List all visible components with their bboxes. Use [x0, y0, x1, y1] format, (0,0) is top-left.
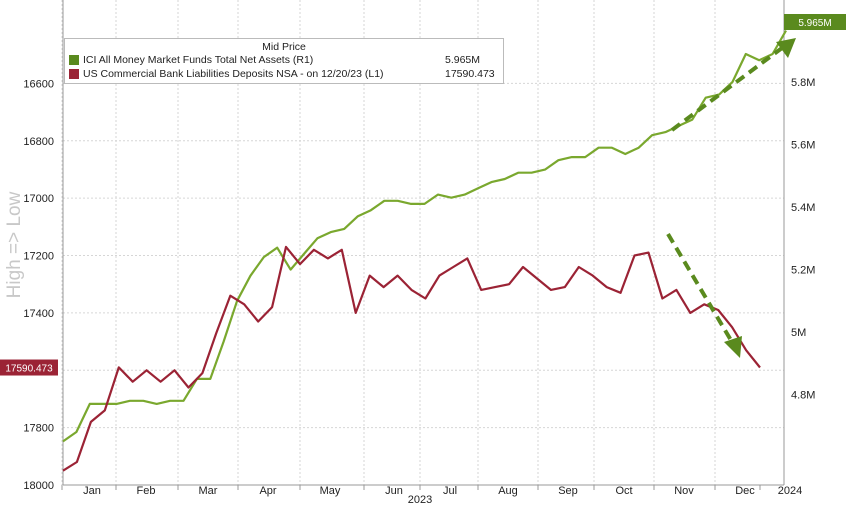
legend-label-money-market: ICI All Money Market Funds Total Net Ass… [83, 54, 314, 66]
x-tick-label: Apr [259, 485, 276, 497]
year-label: 2023 [408, 494, 432, 506]
legend-title: Mid Price [262, 41, 306, 53]
right-value-tag: 5.965M [798, 18, 831, 29]
arrow-down-right [666, 232, 734, 344]
x-axis: Jan Feb Mar Apr May Jun Jul Aug Sep Oct Nov Dec 2024 [61, 485, 802, 497]
x-tick-label: May [320, 485, 341, 497]
legend-item-money-market: ICI All Money Market Funds Total Net Ass… [65, 53, 503, 67]
left-axis: 1660016800170001720017400176001780018000 [23, 78, 54, 492]
left-tick-label: 17400 [23, 308, 54, 320]
right-value-tag-bg [784, 14, 846, 30]
legend-value-money-market: 5.965M [445, 54, 481, 66]
left-tick-label: 18000 [23, 480, 54, 492]
legend-swatch-deposits [69, 69, 79, 79]
x-tick-label: Jul [443, 485, 457, 497]
x-tick-label: Oct [615, 485, 632, 497]
right-tick-label: 5M [791, 327, 806, 339]
side-label: High => Low [4, 191, 25, 298]
series-line-deposits [62, 245, 761, 472]
x-tick-label: Jan [83, 485, 101, 497]
right-tick-label: 5.4M [791, 202, 815, 214]
series-layer [62, 30, 787, 472]
left-tick-label: 17000 [23, 193, 54, 205]
x-tick-label: Aug [498, 485, 518, 497]
x-tick-label: Mar [199, 485, 218, 497]
legend-item-deposits: US Commercial Bank Liabilities Deposits … [65, 67, 503, 81]
annotation-layer [666, 38, 796, 358]
x-tick-label: Nov [674, 485, 694, 497]
x-tick-label: Feb [137, 485, 156, 497]
left-tick-label: 17200 [23, 251, 54, 263]
legend-swatch-money-market [69, 55, 79, 65]
right-tick-label: 5.2M [791, 265, 815, 277]
arrow-up-right-head [776, 38, 796, 58]
x-tick-label: Jun [385, 485, 403, 497]
legend-value-deposits: 17590.473 [445, 68, 495, 80]
value-tags: 17590.473 5.965M [0, 14, 846, 376]
right-tick-label: 4.8M [791, 390, 815, 402]
right-tick-label: 5.8M [791, 77, 815, 89]
left-tick-label: 17800 [23, 423, 54, 435]
right-tick-label: 5.6M [791, 140, 815, 152]
left-value-tag-bg [0, 359, 58, 376]
series-line-money-market [62, 30, 787, 443]
left-value-tag: 17590.473 [5, 364, 53, 375]
arrow-down-right-head [724, 336, 742, 358]
legend: Mid Price ICI All Money Market Funds Tot… [64, 38, 504, 84]
left-tick-label: 16800 [23, 136, 54, 148]
left-tick-label: 16600 [23, 78, 54, 90]
x-tick-label: Dec [735, 485, 755, 497]
x-tick-label: 2024 [778, 485, 802, 497]
arrow-up-right [670, 46, 784, 132]
legend-label-deposits: US Commercial Bank Liabilities Deposits … [83, 68, 384, 80]
x-tick-label: Sep [558, 485, 578, 497]
